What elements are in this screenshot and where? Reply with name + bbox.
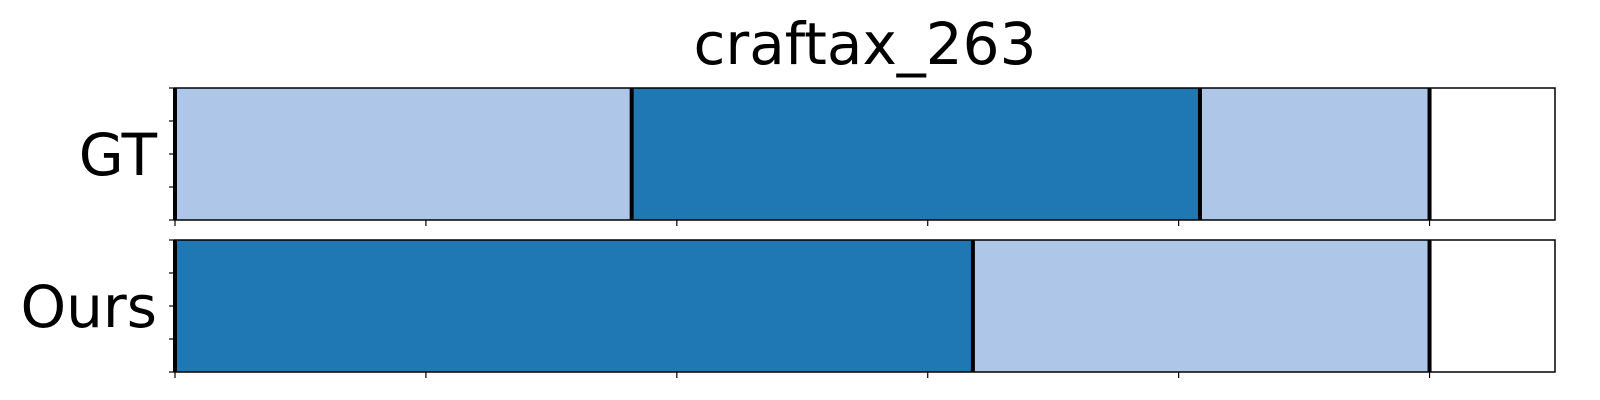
row-ours-label: Ours xyxy=(21,273,157,341)
row-ours-segment-0 xyxy=(175,240,973,372)
row-gt-label: GT xyxy=(79,121,158,189)
row-gt-segment-1 xyxy=(631,88,1200,220)
row-gt-segment-0 xyxy=(175,88,632,220)
row-ours-segment-1 xyxy=(972,240,1430,372)
row-gt-segment-2 xyxy=(1199,88,1430,220)
chart-title: craftax_263 xyxy=(694,10,1037,78)
